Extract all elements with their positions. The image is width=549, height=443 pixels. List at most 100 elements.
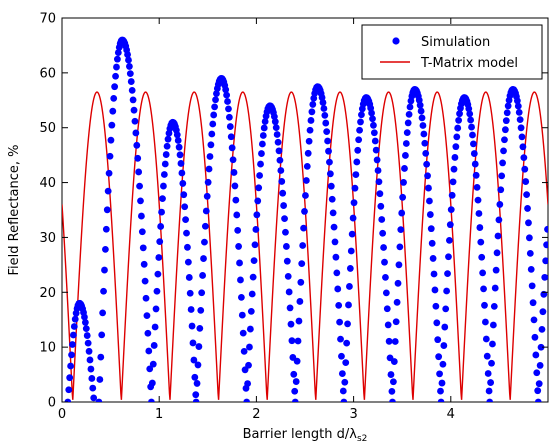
simulation-point bbox=[90, 394, 98, 402]
simulation-point bbox=[307, 117, 315, 124]
tmatrix-model-line bbox=[62, 91, 548, 400]
simulation-point bbox=[466, 110, 474, 118]
simulation-point bbox=[493, 249, 501, 257]
simulation-point bbox=[97, 353, 105, 361]
legend-marker-simulation bbox=[392, 37, 400, 45]
simulation-point bbox=[384, 321, 392, 329]
simulation-point bbox=[228, 144, 236, 152]
simulation-point bbox=[102, 225, 110, 233]
simulation-point bbox=[131, 117, 139, 125]
simulation-point bbox=[139, 244, 147, 252]
simulation-point bbox=[114, 55, 121, 63]
simulation-point bbox=[237, 276, 244, 284]
simulation-point bbox=[156, 238, 164, 246]
simulation-point bbox=[531, 333, 539, 341]
simulation-point bbox=[381, 258, 388, 266]
simulation-point bbox=[70, 323, 78, 330]
simulation-point bbox=[433, 319, 441, 327]
simulation-point bbox=[485, 387, 493, 395]
simulation-point bbox=[224, 98, 231, 105]
simulation-point bbox=[331, 238, 339, 246]
simulation-point bbox=[284, 272, 292, 280]
simulation-point bbox=[438, 379, 446, 387]
simulation-point bbox=[196, 324, 204, 332]
simulation-point bbox=[444, 270, 451, 278]
legend-label-simulation: Simulation bbox=[421, 35, 490, 50]
simulation-point bbox=[257, 160, 264, 168]
simulation-point bbox=[320, 105, 328, 112]
simulation-point bbox=[326, 170, 334, 178]
simulation-point bbox=[152, 305, 160, 313]
simulation-point bbox=[150, 342, 158, 349]
simulation-point bbox=[524, 205, 531, 212]
simulation-point bbox=[253, 211, 261, 219]
simulation-point bbox=[98, 331, 106, 339]
simulation-point bbox=[337, 335, 344, 343]
simulation-point bbox=[213, 90, 220, 97]
simulation-point bbox=[489, 321, 497, 329]
simulation-point bbox=[183, 229, 190, 237]
simulation-point bbox=[376, 190, 384, 198]
simulation-point bbox=[521, 165, 529, 173]
simulation-point bbox=[471, 160, 479, 168]
simulation-point bbox=[141, 277, 149, 285]
simulation-point bbox=[453, 133, 461, 141]
simulation-point bbox=[405, 110, 413, 118]
simulation-point bbox=[442, 305, 450, 313]
simulation-point bbox=[332, 253, 340, 261]
simulation-point bbox=[417, 107, 425, 115]
simulation-point bbox=[387, 371, 395, 378]
simulation-point bbox=[193, 380, 201, 387]
simulation-point bbox=[325, 147, 332, 155]
simulation-point bbox=[426, 211, 434, 218]
simulation-point bbox=[160, 171, 168, 178]
simulation-point bbox=[498, 172, 506, 180]
simulation-point bbox=[261, 118, 269, 125]
simulation-point bbox=[138, 228, 146, 236]
simulation-point bbox=[211, 103, 219, 111]
simulation-point bbox=[223, 91, 231, 99]
simulation-point bbox=[436, 370, 443, 378]
simulation-point bbox=[226, 123, 234, 130]
simulation-point bbox=[523, 191, 531, 199]
simulation-point bbox=[209, 120, 217, 128]
simulation-point bbox=[402, 140, 410, 147]
simulation-point bbox=[128, 86, 136, 94]
simulation-point bbox=[309, 101, 317, 108]
simulation-point bbox=[105, 169, 113, 177]
simulation-point bbox=[144, 329, 152, 337]
simulation-point bbox=[113, 63, 120, 71]
simulation-point bbox=[423, 160, 431, 168]
simulation-point bbox=[424, 172, 431, 180]
simulation-point bbox=[439, 360, 447, 368]
simulation-point bbox=[347, 247, 355, 255]
simulation-point bbox=[374, 167, 382, 174]
simulation-point bbox=[504, 102, 512, 110]
simulation-point bbox=[455, 116, 463, 124]
simulation-point bbox=[322, 119, 330, 127]
simulation-point bbox=[303, 162, 311, 170]
simulation-point bbox=[273, 131, 281, 138]
simulation-point bbox=[434, 336, 442, 344]
simulation-point bbox=[174, 137, 182, 144]
simulation-point bbox=[239, 329, 247, 337]
simulation-point bbox=[437, 387, 444, 395]
simulation-point bbox=[348, 230, 356, 238]
y-tick-label: 10 bbox=[39, 341, 56, 356]
simulation-point bbox=[210, 111, 218, 119]
simulation-point bbox=[297, 278, 305, 286]
simulation-point bbox=[534, 398, 542, 402]
simulation-point bbox=[271, 118, 279, 126]
simulation-point bbox=[101, 266, 108, 274]
simulation-point bbox=[390, 378, 397, 386]
simulation-point bbox=[454, 124, 462, 132]
simulation-point bbox=[99, 309, 107, 317]
simulation-point bbox=[66, 374, 74, 382]
simulation-point bbox=[69, 341, 76, 348]
simulation-point bbox=[225, 105, 232, 113]
simulation-point bbox=[445, 253, 452, 261]
simulation-point bbox=[222, 86, 230, 94]
simulation-point bbox=[473, 183, 481, 191]
y-tick-label: 0 bbox=[48, 396, 56, 411]
simulation-point bbox=[244, 380, 252, 387]
